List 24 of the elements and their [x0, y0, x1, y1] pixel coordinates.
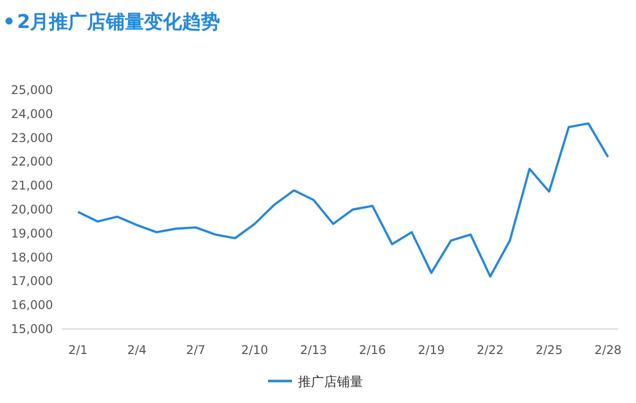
x-tick-label: 2/22: [476, 343, 504, 357]
y-tick-label: 18,000: [11, 250, 53, 264]
y-tick-label: 15,000: [11, 322, 53, 336]
x-tick-label: 2/16: [358, 343, 386, 357]
x-tick-label: 2/10: [241, 343, 268, 357]
y-tick-label: 16,000: [11, 298, 53, 312]
x-tick-label: 2/7: [186, 343, 206, 357]
y-tick-label: 23,000: [11, 130, 53, 145]
x-tick-label: 2/13: [300, 343, 328, 357]
x-tick-label: 2/25: [536, 343, 563, 357]
x-tick-label: 2/19: [418, 343, 445, 357]
y-tick-label: 17,000: [11, 274, 53, 288]
legend-label: 推广店铺量: [298, 374, 363, 390]
y-tick-label: 20,000: [11, 202, 53, 216]
y-tick-label: 22,000: [11, 154, 53, 169]
y-tick-label: 25,000: [11, 83, 53, 97]
y-tick-label: 24,000: [11, 106, 53, 121]
y-tick-label: 19,000: [11, 226, 53, 240]
line-series: [76, 122, 610, 278]
x-tick-label: 2/1: [68, 343, 88, 357]
x-tick-label: 2/28: [594, 343, 622, 357]
y-tick-label: 21,000: [11, 178, 53, 193]
chart-title: 2月推广店铺量变化趋势: [17, 11, 220, 33]
x-tick-label: 2/4: [127, 343, 147, 357]
